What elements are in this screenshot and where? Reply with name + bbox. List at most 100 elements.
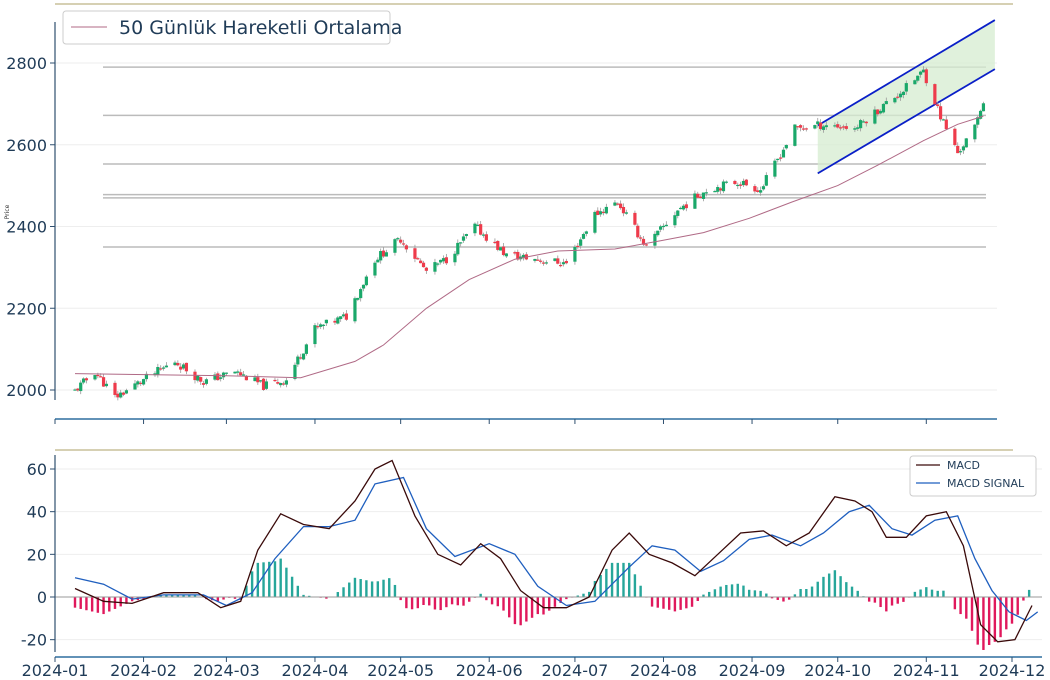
candle-up bbox=[713, 191, 717, 193]
macd-histogram-bar-positive bbox=[925, 587, 928, 597]
candle-up bbox=[73, 389, 77, 391]
candle-up bbox=[293, 364, 297, 379]
candle-down bbox=[576, 245, 580, 248]
macd-histogram-bar-negative bbox=[542, 597, 545, 615]
macd-x-tick-label: 2024-01 bbox=[22, 661, 89, 680]
candle-up bbox=[353, 298, 357, 322]
macd-y-ticks: -20 0 20 40 60 bbox=[21, 460, 55, 650]
candle-up bbox=[373, 262, 377, 276]
candle-up bbox=[781, 149, 786, 158]
candle-up bbox=[81, 378, 86, 383]
candle-down bbox=[819, 122, 823, 130]
candle-down bbox=[416, 258, 420, 260]
candle-down bbox=[753, 186, 757, 192]
macd-histogram-bar-negative bbox=[222, 597, 225, 600]
candle-up bbox=[521, 254, 526, 259]
candle-up bbox=[776, 158, 780, 161]
macd-histogram-bar-negative bbox=[422, 597, 425, 605]
macd-histogram-bar-positive bbox=[747, 589, 751, 597]
macd-histogram-bar-positive bbox=[736, 583, 739, 597]
candle-down bbox=[113, 382, 117, 395]
candle-up bbox=[544, 262, 548, 264]
candle-up bbox=[736, 184, 740, 187]
candle-down bbox=[539, 260, 543, 262]
macd-histogram-bar-negative bbox=[439, 597, 442, 611]
price-tick-label: 2000 bbox=[6, 381, 47, 400]
candle-up bbox=[341, 314, 346, 317]
macd-histogram-bar-negative bbox=[433, 597, 437, 610]
macd-histogram-bar-positive bbox=[610, 562, 614, 597]
macd-x-tick-label: 2024-11 bbox=[893, 661, 960, 680]
macd-x-tick-label: 2024-12 bbox=[979, 661, 1046, 680]
candle-up bbox=[916, 75, 920, 81]
macd-histogram-bar-negative bbox=[896, 597, 899, 604]
macd-histogram-bar-negative bbox=[982, 597, 985, 650]
candle-up bbox=[976, 117, 980, 125]
candle-up bbox=[904, 83, 908, 92]
macd-x-tick-label: 2024-04 bbox=[282, 661, 349, 680]
macd-histogram-bar-positive bbox=[376, 581, 380, 597]
macd-tick-label: -20 bbox=[21, 631, 47, 650]
candle-up bbox=[453, 253, 457, 263]
macd-histogram-bar-negative bbox=[667, 597, 671, 610]
candle-down bbox=[619, 203, 623, 209]
macd-histogram-bar-negative bbox=[987, 597, 991, 645]
candle-up bbox=[964, 138, 968, 148]
candle-up bbox=[253, 377, 257, 382]
channel-upper-line bbox=[817, 19, 996, 127]
candle-up bbox=[376, 259, 380, 263]
macd-histogram-bar-negative bbox=[450, 597, 454, 605]
candle-up bbox=[884, 101, 888, 105]
candle-up bbox=[301, 353, 306, 360]
candle-up bbox=[499, 247, 503, 251]
candle-up bbox=[241, 374, 246, 376]
macd-histogram-bar-positive bbox=[245, 585, 248, 597]
candle-up bbox=[141, 379, 146, 385]
macd-histogram-bar-positive bbox=[170, 594, 174, 597]
candle-down bbox=[541, 262, 546, 264]
candle-up bbox=[144, 373, 149, 380]
macd-histogram-bar-negative bbox=[125, 597, 128, 604]
candle-down bbox=[84, 378, 89, 381]
macd-histogram-bar-positive bbox=[256, 562, 260, 597]
candle-up bbox=[119, 392, 123, 398]
macd-histogram-bar-positive bbox=[479, 593, 482, 597]
macd-histogram-bar-negative bbox=[685, 597, 688, 609]
candle-up bbox=[981, 103, 986, 112]
macd-histogram-bar-negative bbox=[867, 597, 871, 602]
candle-up bbox=[918, 71, 923, 75]
candle-down bbox=[399, 239, 403, 243]
macd-histogram-bar-positive bbox=[348, 582, 351, 597]
candle-up bbox=[164, 365, 169, 368]
legend-macd-label: MACD bbox=[947, 459, 980, 472]
macd-histogram-bar-negative bbox=[782, 597, 785, 602]
macd-x-tick-label: 2024-10 bbox=[804, 661, 871, 680]
candle-up bbox=[213, 374, 217, 380]
macd-histogram-bar-positive bbox=[725, 584, 728, 597]
macd-histogram-bar-positive bbox=[605, 568, 608, 597]
macd-histogram-bar-negative bbox=[553, 597, 557, 607]
macd-histogram-bar-positive bbox=[393, 584, 397, 597]
candle-up bbox=[821, 126, 826, 130]
candle-up bbox=[161, 367, 166, 369]
candle-up bbox=[813, 125, 817, 129]
candle-up bbox=[856, 127, 860, 129]
candle-up bbox=[824, 125, 828, 128]
candle-up bbox=[704, 192, 708, 194]
candle-down bbox=[636, 225, 640, 238]
macd-histogram-bar-negative bbox=[102, 597, 105, 615]
macd-histogram-bar-negative bbox=[502, 597, 505, 611]
macd-histogram-bar-negative bbox=[890, 597, 894, 606]
candle-up bbox=[893, 97, 897, 103]
candle-down bbox=[796, 126, 800, 128]
candle-up bbox=[661, 225, 666, 228]
candle-up bbox=[653, 233, 657, 246]
candle-down bbox=[956, 145, 960, 154]
macd-histogram-bar-positive bbox=[805, 589, 808, 597]
channel-lower-line bbox=[817, 68, 996, 175]
candle-up bbox=[204, 379, 209, 384]
macd-histogram-bar-negative bbox=[662, 597, 665, 609]
candle-up bbox=[313, 325, 317, 345]
candle-up bbox=[279, 382, 283, 386]
